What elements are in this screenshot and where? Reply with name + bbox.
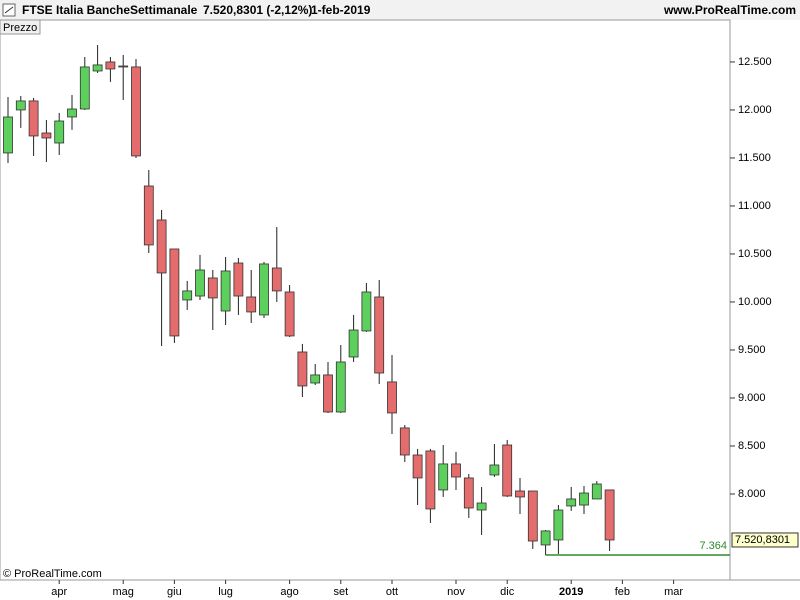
candle-body	[515, 490, 525, 498]
candle-body	[54, 120, 65, 144]
candle-body	[143, 185, 154, 246]
candle-body	[438, 463, 449, 491]
candle-body	[207, 277, 218, 299]
header-bar	[0, 0, 800, 20]
candle-body	[476, 502, 487, 511]
period: Settimanale	[130, 3, 198, 17]
website[interactable]: www.ProRealTime.com	[663, 3, 796, 17]
candle-body	[233, 262, 244, 297]
candle-body	[591, 483, 602, 500]
candle-body	[566, 498, 577, 507]
candle-body	[399, 427, 410, 456]
candle-body	[553, 509, 564, 541]
x-tick-label: feb	[615, 586, 630, 598]
x-tick-label: lug	[218, 586, 233, 598]
candle-body	[451, 463, 461, 478]
candle-body	[156, 219, 167, 274]
candle-body	[527, 490, 538, 542]
candle-body	[28, 100, 39, 137]
panel-label-box	[0, 19, 41, 35]
x-tick-label: nov	[447, 586, 465, 598]
x-tick-label: giu	[167, 586, 182, 598]
candle-body	[374, 296, 385, 374]
candle-body	[540, 530, 551, 546]
candle-body	[361, 291, 372, 332]
y-tick-label: 11.500	[738, 152, 771, 164]
candle-body	[412, 454, 423, 479]
candle-body	[579, 492, 589, 506]
candle-body	[182, 290, 193, 301]
x-tick-label: mar	[664, 586, 683, 598]
candle-body	[41, 132, 52, 139]
x-tick-label: dic	[500, 586, 515, 598]
x-tick-label: set	[333, 586, 348, 598]
candle-body	[220, 270, 231, 312]
candle-body	[246, 296, 257, 313]
y-tick-label: 10.500	[738, 248, 772, 260]
last-price-box	[731, 532, 799, 548]
candle-body	[92, 64, 103, 72]
y-tick-label: 10.000	[738, 296, 772, 308]
candle-body	[348, 329, 359, 358]
y-tick-label: 8.000	[738, 488, 766, 500]
y-tick-label: 9.000	[738, 392, 766, 404]
candle-body	[79, 66, 90, 110]
last-quote: 7.520,8301 (-2,12%)	[203, 3, 312, 17]
candle-body	[118, 65, 129, 68]
x-tick-label: ott	[386, 586, 398, 598]
y-tick-label: 11.000	[738, 200, 771, 212]
candle-body	[387, 381, 397, 414]
candle-body	[105, 61, 116, 70]
x-tick-label: apr	[51, 586, 67, 598]
y-tick-label: 8.500	[738, 440, 766, 452]
last-price-label: 7.520,8301	[735, 534, 790, 546]
y-tick-label: 9.500	[738, 344, 766, 356]
y-tick-label: 12.000	[738, 104, 772, 116]
candle-body	[15, 100, 26, 111]
candle-body	[67, 108, 77, 118]
x-tick-label: mag	[112, 586, 133, 598]
candle-body	[425, 450, 436, 510]
candle-body	[335, 361, 346, 413]
y-tick-label: 12.500	[738, 56, 772, 68]
candle-body	[169, 248, 180, 337]
date: 1-feb-2019	[311, 3, 371, 17]
candle-body	[259, 263, 269, 316]
support-label: 7.364	[699, 540, 727, 552]
candle-body	[310, 374, 321, 384]
menu-icon-glyph	[4, 6, 14, 14]
candle-body	[195, 269, 205, 297]
candle-body	[502, 444, 513, 497]
x-tick-label: ago	[280, 586, 298, 598]
candle-body	[3, 116, 13, 154]
candle-body	[463, 477, 474, 509]
candle-body	[489, 464, 500, 476]
candle-body	[271, 267, 282, 292]
candle-body	[284, 291, 295, 337]
copyright: © ProRealTime.com	[3, 568, 102, 580]
candle-body	[131, 66, 141, 157]
panel-label: Prezzo	[3, 22, 37, 34]
candle-body	[604, 489, 615, 541]
x-tick-label: 2019	[559, 586, 583, 598]
candle-body	[323, 374, 333, 413]
candle-body	[297, 351, 308, 387]
chart-title: FTSE Italia Banche	[22, 3, 130, 17]
